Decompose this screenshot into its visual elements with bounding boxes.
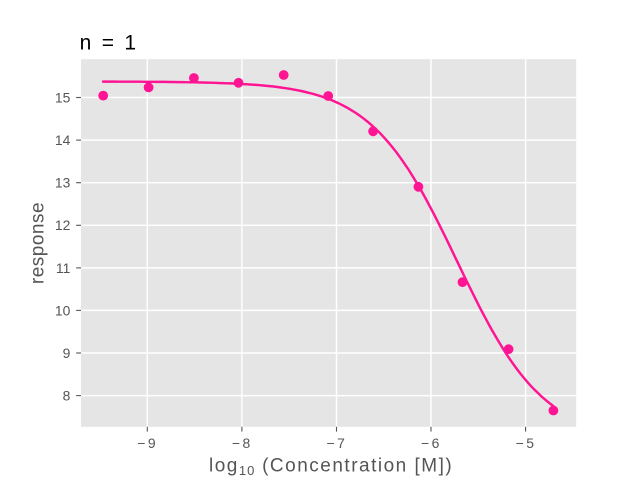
svg-text:−7: −7: [326, 435, 347, 451]
svg-text:12: 12: [55, 217, 71, 233]
svg-text:−6: −6: [421, 435, 442, 451]
svg-text:−8: −8: [232, 435, 253, 451]
svg-text:−5: −5: [516, 435, 537, 451]
svg-text:13: 13: [55, 175, 71, 191]
svg-text:9: 9: [63, 345, 71, 361]
svg-text:n = 1: n = 1: [80, 32, 139, 55]
svg-text:response: response: [28, 202, 49, 284]
svg-text:−9: −9: [137, 435, 158, 451]
svg-text:log10 (Concentration [M]): log10 (Concentration [M]): [209, 456, 453, 478]
svg-text:10: 10: [55, 302, 71, 318]
svg-text:8: 8: [63, 388, 71, 404]
svg-text:14: 14: [55, 132, 71, 148]
svg-text:15: 15: [55, 89, 71, 105]
svg-text:11: 11: [56, 260, 71, 276]
